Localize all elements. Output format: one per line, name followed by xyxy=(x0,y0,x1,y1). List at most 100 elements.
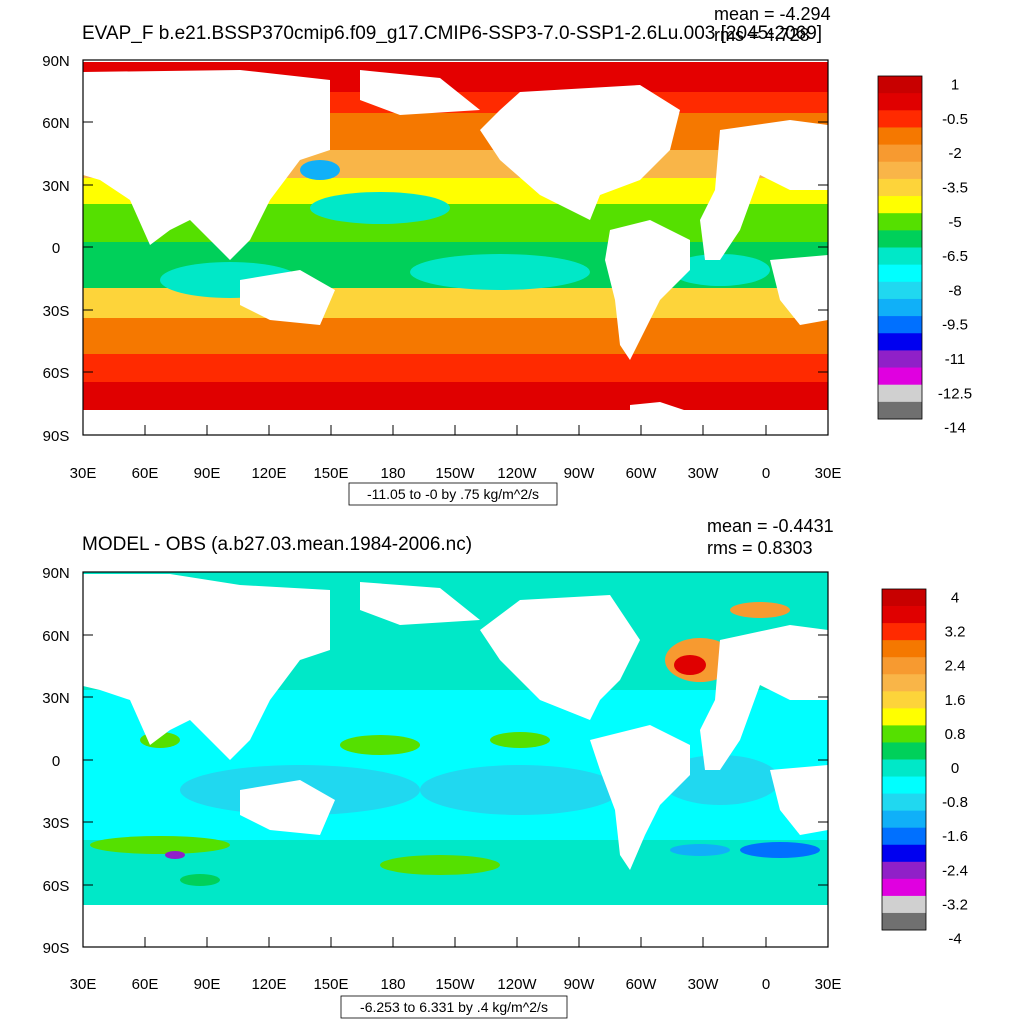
map-bottom-lon-axis: 30E 60E 90E 120E 150E 180 150W 120W 90W … xyxy=(70,937,842,993)
colorbar-swatch xyxy=(882,895,926,914)
lon-tick-label: 90E xyxy=(194,465,221,482)
lon-tick-label: 60W xyxy=(626,465,658,482)
lon-tick-label: 30E xyxy=(815,976,842,993)
colorbar-swatch xyxy=(878,230,922,248)
panel-top-rms: rms = 4.728 xyxy=(714,25,810,45)
lon-tick-label: 150W xyxy=(435,976,475,993)
colorbar-label: 2.4 xyxy=(945,658,966,675)
range-box-bottom xyxy=(340,995,568,1019)
land-top xyxy=(83,70,828,435)
range-label-bottom: -6.253 to 6.331 by .4 kg/m^2/s xyxy=(360,999,548,1015)
colorbar-label: -0.5 xyxy=(942,111,968,128)
colorbar-label: -8 xyxy=(948,282,961,299)
colorbar-swatch xyxy=(882,742,926,760)
colorbar-swatch xyxy=(882,606,926,624)
colorbar-label: 1.6 xyxy=(945,692,966,709)
colorbar-label: -11 xyxy=(945,351,966,368)
colorbar-swatch xyxy=(878,298,922,317)
colorbar-bottom: 4 3.2 2.4 1.6 0.8 0 -0.8 -1.6 -2.4 -3.2 -4 xyxy=(881,588,968,948)
lat-tick-label: 0 xyxy=(52,753,60,770)
colorbar-label: 1 xyxy=(951,77,959,94)
colorbar-swatch xyxy=(878,178,922,197)
lat-tick-label: 30N xyxy=(42,690,70,707)
map-top xyxy=(83,60,828,435)
lon-tick-label: 30W xyxy=(688,976,720,993)
colorbar-swatch xyxy=(882,674,926,692)
land-bottom xyxy=(83,574,828,947)
colorbar-swatch xyxy=(878,384,922,403)
colorbar-swatch xyxy=(878,76,922,94)
map-top-lat-axis: 90N 60N 30N 0 30S 60S 90S xyxy=(42,53,828,445)
colorbar-swatch xyxy=(882,844,926,863)
colorbar-swatch xyxy=(878,316,922,334)
colorbar-label: 3.2 xyxy=(945,624,966,641)
lon-tick-label: 150E xyxy=(313,976,348,993)
colorbar-swatch xyxy=(882,640,926,658)
colorbar-label: -4 xyxy=(948,931,961,948)
colorbar-swatch xyxy=(882,759,926,777)
colorbar-label: -3.5 xyxy=(942,180,968,197)
colorbar-label: -2 xyxy=(948,145,961,162)
lon-tick-label: 120W xyxy=(497,465,537,482)
colorbar-label: 4 xyxy=(951,590,959,607)
lat-tick-label: 30N xyxy=(42,178,70,195)
colorbar-swatch xyxy=(882,691,926,709)
colorbar-swatch xyxy=(882,827,926,846)
panel-bottom-rms: rms = 0.8303 xyxy=(707,538,813,558)
lon-tick-label: 30W xyxy=(688,465,720,482)
lon-tick-label: 150W xyxy=(435,465,475,482)
colorbar-swatch xyxy=(882,793,926,812)
lat-tick-label: 30S xyxy=(43,303,70,320)
colorbar-swatch xyxy=(878,401,922,420)
colorbar-label: -2.4 xyxy=(942,862,968,879)
colorbar-label: -1.6 xyxy=(942,828,968,845)
colorbar-border xyxy=(877,75,923,420)
lat-tick-label: 90S xyxy=(43,428,70,445)
colorbar-label: -5 xyxy=(948,214,961,231)
colorbar-label: -12.5 xyxy=(938,385,972,402)
lat-tick-label: 90N xyxy=(42,565,70,582)
lon-tick-label: 90W xyxy=(564,465,596,482)
colorbar-label: -3.2 xyxy=(942,896,968,913)
colorbar-swatch xyxy=(882,589,926,607)
panel-top-mean: mean = -4.294 xyxy=(714,4,831,24)
colorbar-swatch xyxy=(878,333,922,351)
lon-tick-label: 90E xyxy=(194,976,221,993)
colorbar-swatch xyxy=(878,93,922,111)
lon-tick-label: 30E xyxy=(815,465,842,482)
panel-bottom-title: MODEL - OBS (a.b27.03.mean.1984-2006.nc) xyxy=(82,534,472,555)
colorbar-swatch xyxy=(882,725,926,743)
lat-tick-label: 60N xyxy=(42,628,70,645)
range-box-top xyxy=(348,482,558,506)
colorbar-swatch xyxy=(882,657,926,675)
lat-tick-label: 30S xyxy=(43,815,70,832)
map-top-lon-axis: 30E 60E 90E 120E 150E 180 150W 120W 90W … xyxy=(70,425,842,482)
lon-tick-label: 60W xyxy=(626,976,658,993)
range-label-top: -11.05 to -0 by .75 kg/m^2/s xyxy=(367,486,539,502)
panel-bottom-mean: mean = -0.4431 xyxy=(707,516,834,536)
panel-bottom: MODEL - OBS (a.b27.03.mean.1984-2006.nc)… xyxy=(42,516,968,1019)
lat-tick-label: 60S xyxy=(43,365,70,382)
colorbar-swatch xyxy=(882,810,926,829)
lon-tick-label: 180 xyxy=(380,465,405,482)
map-bottom xyxy=(83,572,828,947)
lat-tick-label: 90S xyxy=(43,940,70,957)
lon-tick-label: 120W xyxy=(497,976,537,993)
lat-tick-label: 0 xyxy=(52,240,60,257)
colorbar-swatch xyxy=(878,110,922,128)
panel-top-title: EVAP_F b.e21.BSSP370cmip6.f09_g17.CMIP6-… xyxy=(82,23,822,44)
colorbar-label: -6.5 xyxy=(942,248,968,265)
colorbar-swatch xyxy=(882,912,926,931)
colorbar-swatch xyxy=(878,213,922,231)
lat-tick-label: 60S xyxy=(43,878,70,895)
panel-top: EVAP_F b.e21.BSSP370cmip6.f09_g17.CMIP6-… xyxy=(42,4,972,506)
lon-tick-label: 120E xyxy=(251,976,286,993)
colorbar-swatch xyxy=(878,281,922,300)
lon-tick-label: 150E xyxy=(313,465,348,482)
colorbar-swatch xyxy=(878,350,922,368)
colorbar-swatch xyxy=(882,861,926,880)
colorbar-swatch xyxy=(882,708,926,726)
lon-tick-label: 90W xyxy=(564,976,596,993)
colorbar-swatch xyxy=(878,196,922,214)
